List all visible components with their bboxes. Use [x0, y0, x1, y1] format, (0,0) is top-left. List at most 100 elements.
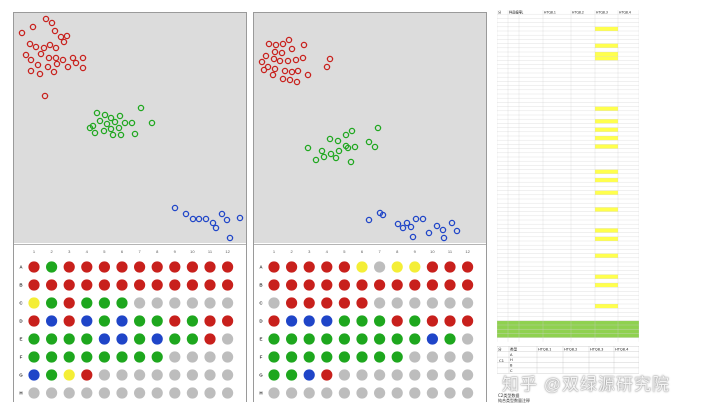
summary-sub-label: H: [510, 358, 513, 362]
sheet-highlight-yellow: [595, 228, 618, 233]
scatter-point-red: [41, 92, 49, 100]
scatter-point-red: [64, 63, 72, 71]
scatter-point-red: [79, 64, 87, 72]
scatter-point-red: [286, 76, 294, 84]
sheet-highlight-yellow: [595, 127, 618, 132]
plate-column-label: 1: [273, 249, 276, 254]
plate-well: [186, 261, 198, 273]
scatter-point-red: [323, 63, 331, 71]
scatter-point-green: [327, 150, 335, 158]
plate-row-label: F: [20, 355, 23, 360]
plate-well: [98, 369, 110, 381]
plate-well: [134, 351, 146, 363]
plate-well: [303, 279, 315, 291]
scatter-point-red: [326, 55, 334, 63]
plate-well: [409, 387, 421, 399]
scatter-point-red: [278, 49, 286, 57]
plate-well: [151, 315, 163, 327]
plate-well: [63, 297, 75, 309]
plate-well: [321, 387, 333, 399]
plate-well: [169, 279, 181, 291]
scatter-point-red: [32, 43, 40, 51]
plate-well: [321, 261, 333, 273]
plate-well: [204, 315, 216, 327]
plate-well: [134, 333, 146, 345]
scatter-point-green: [312, 156, 320, 164]
plate-column-label: 3: [68, 249, 71, 254]
plate-well: [356, 297, 368, 309]
plate-row-label: H: [19, 391, 22, 396]
plate-well: [46, 369, 58, 381]
plate-well: [303, 315, 315, 327]
plate-well: [268, 333, 280, 345]
plate-well: [391, 369, 403, 381]
scatter-point-red: [269, 71, 277, 79]
plate-column-label: 3: [308, 249, 311, 254]
plate-well: [204, 333, 216, 345]
plate-well: [374, 351, 386, 363]
plate-well: [426, 261, 438, 273]
scatter-point-red: [27, 67, 35, 75]
plate-well: [374, 261, 386, 273]
summary-note-1: C2类型数据: [498, 393, 520, 398]
plate-well: [303, 387, 315, 399]
plate-well: [286, 279, 298, 291]
plate-well: [374, 333, 386, 345]
scatter-point-red: [262, 52, 270, 60]
scatter-point-green: [111, 118, 119, 126]
plate-well: [426, 351, 438, 363]
plate-well: [444, 297, 456, 309]
plate-column-label: 11: [448, 249, 453, 254]
scatter-point-blue: [189, 215, 197, 223]
scatter-point-blue: [195, 215, 203, 223]
scatter-point-green: [342, 131, 350, 139]
plate-well: [391, 315, 403, 327]
scatter-point-green: [115, 124, 123, 132]
plate-well: [374, 315, 386, 327]
scatter-point-red: [37, 50, 45, 58]
watermark-text: 知乎 @双绿源研究院: [502, 375, 670, 394]
scatter-point-green: [365, 138, 373, 146]
scatter-point-blue: [209, 219, 217, 227]
scatter-point-red: [52, 44, 60, 52]
scatter-point-red: [258, 58, 266, 66]
plate-well: [409, 315, 421, 327]
sheet-highlight-yellow: [595, 136, 618, 141]
scatter-point-green: [320, 153, 328, 161]
scatter-point-green: [318, 147, 326, 155]
scatter-point-green: [334, 137, 342, 145]
plate-well: [28, 369, 40, 381]
scatter-point-green: [351, 143, 359, 151]
sheet-highlight-yellow: [595, 56, 618, 61]
plate-well: [134, 279, 146, 291]
scatter-point-red: [279, 40, 287, 48]
scatter-point-red: [22, 51, 30, 59]
plate-well: [426, 279, 438, 291]
scatter-point-green: [347, 158, 355, 166]
plate-column-label: 6: [361, 249, 364, 254]
plate-column-label: 4: [326, 249, 329, 254]
plate-column-label: 10: [190, 249, 195, 254]
middle-cluster-scatter-plot: [254, 13, 486, 243]
scatter-point-blue: [223, 216, 231, 224]
plate-well: [321, 333, 333, 345]
scatter-point-blue: [182, 210, 190, 218]
plate-well: [151, 279, 163, 291]
plate-well: [462, 315, 474, 327]
sheet-highlight-yellow: [595, 236, 618, 241]
summary-note-2: 纯合类型数量注释: [498, 398, 530, 403]
middle-scatter-svg: [258, 36, 461, 242]
scatter-point-red: [59, 56, 67, 64]
scatter-point-red: [260, 66, 268, 74]
plate-well: [63, 387, 75, 399]
scatter-point-red: [279, 75, 287, 83]
scatter-point-red: [46, 41, 54, 49]
plate-well: [204, 297, 216, 309]
scatter-point-red: [42, 15, 50, 23]
plate-well: [46, 387, 58, 399]
plate-column-label: 5: [103, 249, 106, 254]
scatter-point-red: [52, 54, 60, 62]
scatter-point-blue: [409, 233, 417, 241]
scatter-point-green: [371, 143, 379, 151]
